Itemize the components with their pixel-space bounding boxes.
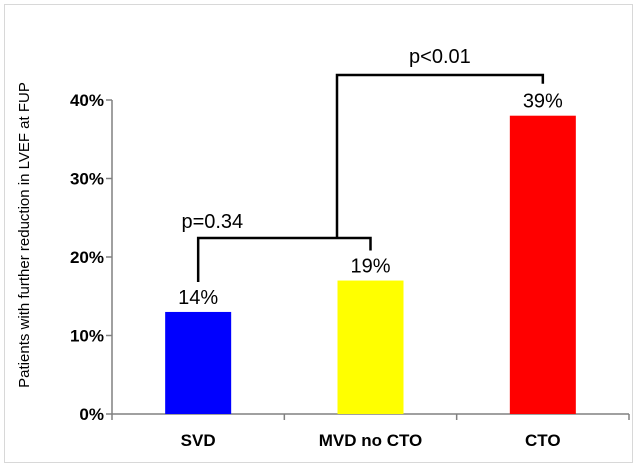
- y-tick-label: 0%: [79, 405, 104, 424]
- p-value-label: p<0.01: [409, 46, 471, 68]
- bar-svd: [165, 311, 232, 414]
- y-tick-label: 40%: [70, 91, 104, 110]
- x-tick-label: CTO: [525, 431, 561, 450]
- bar-cto: [509, 115, 576, 414]
- y-tick-label: 30%: [70, 170, 104, 189]
- x-tick-label: SVD: [181, 431, 216, 450]
- significance-bracket: [335, 73, 545, 238]
- p-value-label: p=0.34: [181, 211, 243, 233]
- bar-mvd-no-cto: [337, 280, 404, 414]
- bar-chart: Patients with further reduction in LVEF …: [16, 46, 630, 450]
- y-axis-label: Patients with further reduction in LVEF …: [16, 82, 33, 388]
- data-label: 14%: [178, 287, 218, 309]
- x-tick-label: MVD no CTO: [319, 431, 423, 450]
- data-label: 19%: [350, 256, 390, 278]
- chart-frame: Patients with further reduction in LVEF …: [4, 4, 633, 463]
- y-tick-label: 20%: [70, 248, 104, 267]
- data-label: 39%: [523, 91, 563, 113]
- significance-bracket: [196, 236, 372, 282]
- y-tick-label: 10%: [70, 327, 104, 346]
